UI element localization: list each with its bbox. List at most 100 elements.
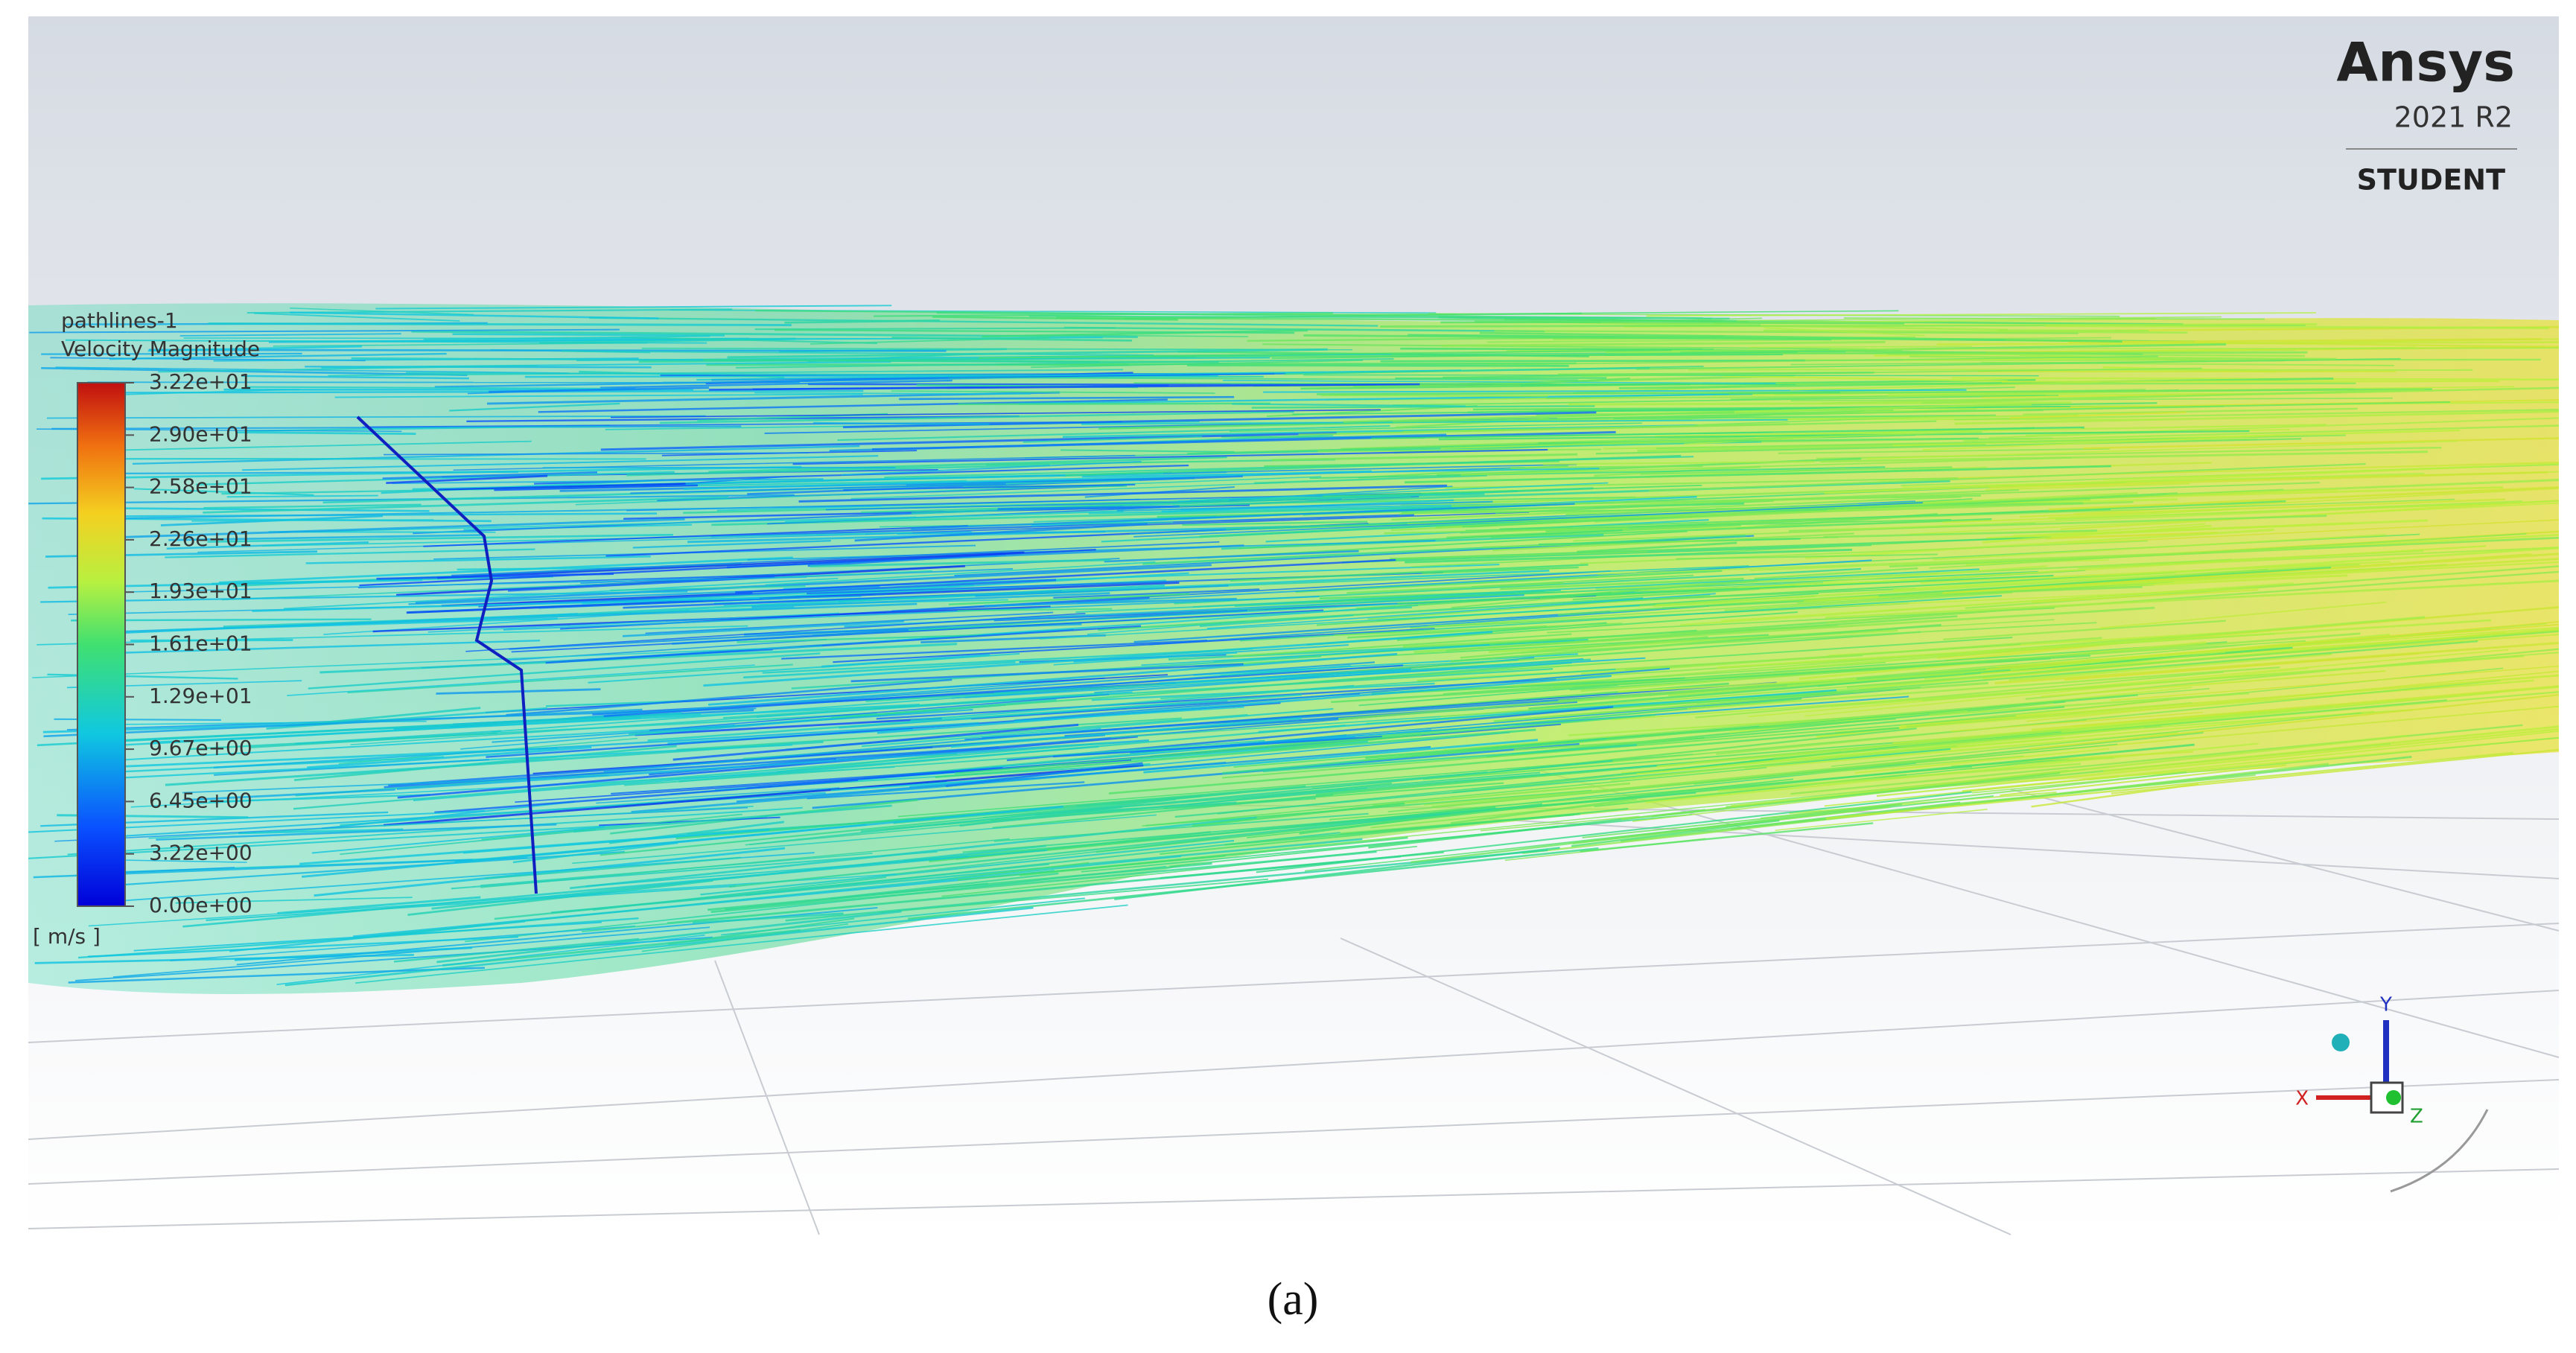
pathline	[121, 518, 685, 538]
pathline	[1778, 448, 2110, 454]
pathline	[745, 787, 1367, 846]
pathline	[451, 850, 938, 890]
pathline	[1223, 380, 1776, 384]
pathline	[103, 576, 807, 593]
pathline	[2068, 338, 2542, 343]
pathline	[667, 853, 1418, 924]
pathline	[1465, 518, 1951, 532]
pathline	[262, 532, 912, 547]
pathline	[29, 328, 620, 334]
pathline	[899, 395, 1235, 401]
pathline	[792, 448, 1548, 465]
pathline	[1233, 633, 1572, 658]
pathline	[2032, 589, 2259, 603]
pathline	[911, 503, 1575, 530]
pathline	[1987, 472, 2425, 487]
pathline	[572, 814, 1157, 865]
pathline	[1460, 456, 2072, 476]
pathline	[1754, 567, 1918, 580]
pathline	[949, 375, 1264, 379]
pathline	[170, 925, 636, 961]
pathline	[932, 316, 1178, 321]
pathline	[148, 348, 947, 352]
pathline	[308, 652, 821, 690]
pathline	[283, 577, 839, 610]
pathline	[1077, 559, 1872, 604]
pathline	[423, 525, 968, 547]
pathline	[175, 897, 413, 904]
pathline	[494, 863, 1049, 920]
pathline	[1647, 717, 1896, 737]
triad-z-label: Z	[2410, 1106, 2423, 1128]
pathline	[509, 609, 1247, 650]
pathline	[427, 612, 839, 633]
legend-name: pathlines-1	[61, 308, 178, 333]
pathline	[1597, 551, 2201, 576]
pathline	[321, 800, 575, 830]
pathline	[964, 681, 1777, 741]
pathline	[1920, 561, 2391, 585]
pathline	[1636, 727, 2145, 775]
pathline	[676, 717, 1182, 751]
pathline	[90, 850, 625, 888]
pathline	[1846, 630, 2560, 689]
pathline	[1749, 346, 1972, 348]
pathline	[964, 657, 1646, 698]
pathline	[321, 360, 891, 369]
pathline	[1829, 347, 2560, 350]
pathline	[725, 882, 988, 911]
pathline	[979, 349, 1672, 359]
pathline	[251, 732, 498, 748]
pathline	[1679, 582, 2294, 626]
pathline	[993, 812, 1369, 842]
legend-quantity: Velocity Magnitude	[61, 337, 260, 361]
colorbar-label: 9.67e+00	[149, 736, 252, 760]
pathline	[436, 688, 601, 695]
pathline	[622, 620, 904, 637]
pathline	[436, 910, 902, 964]
pathline	[1646, 312, 2317, 317]
pathline	[630, 483, 1006, 494]
caption: (a)	[1268, 1274, 1319, 1325]
pathline	[1887, 351, 2308, 355]
pathline	[486, 674, 1168, 713]
pathline	[754, 392, 1031, 395]
pathline	[1023, 436, 1203, 443]
pathline	[996, 362, 1577, 366]
pathline	[347, 663, 793, 694]
pathline	[512, 841, 678, 864]
pathline	[511, 609, 1324, 653]
pathline	[735, 558, 1396, 593]
pathline	[1405, 465, 2111, 484]
pathline	[2029, 693, 2560, 750]
pathline	[130, 639, 293, 642]
pathline	[359, 548, 1096, 587]
pathline	[2001, 380, 2500, 383]
pathline	[2020, 498, 2506, 518]
pathline	[252, 596, 760, 612]
pathline	[891, 390, 1215, 394]
pathline	[1343, 411, 1734, 423]
pathline	[830, 778, 999, 792]
pathline	[649, 693, 1110, 731]
pathline	[254, 312, 460, 322]
pathline	[1309, 466, 1886, 480]
pathline	[798, 484, 1448, 503]
pathline	[1996, 626, 2560, 668]
pathline	[632, 540, 831, 549]
pathline	[1367, 593, 1711, 620]
pathline	[1820, 451, 2429, 463]
pathline	[1580, 637, 2102, 675]
pathline	[451, 541, 1220, 576]
pathline	[77, 917, 639, 959]
pathline	[754, 327, 1116, 331]
pathline	[957, 855, 1226, 881]
pathline	[208, 322, 792, 327]
pathline	[755, 310, 1199, 315]
pathline	[1822, 500, 2560, 532]
pathline	[1618, 378, 2334, 389]
pathline	[1141, 644, 1490, 666]
pathline	[850, 482, 1285, 500]
pathline	[516, 584, 1165, 619]
pathline	[1618, 678, 1857, 693]
